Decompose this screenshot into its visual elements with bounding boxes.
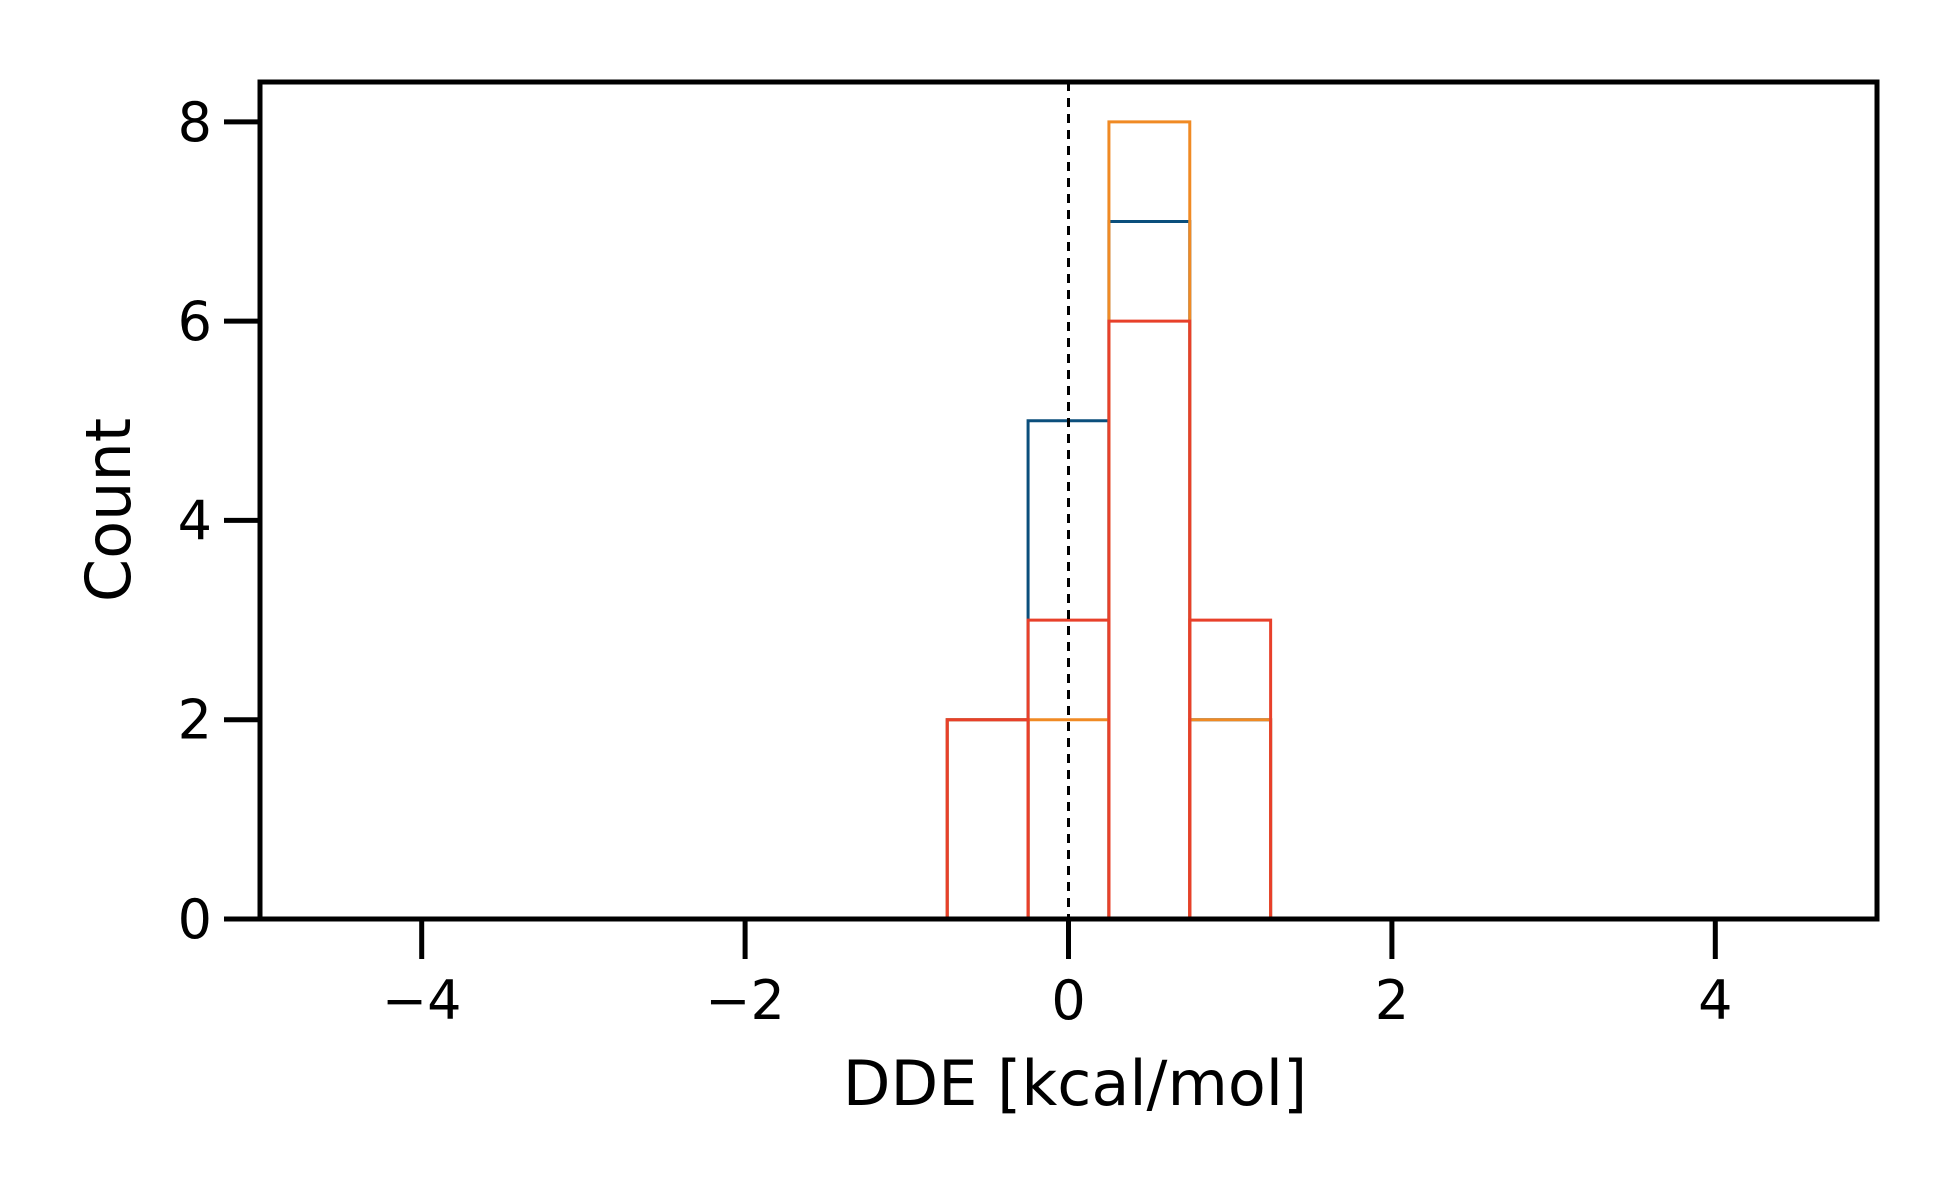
histogram-bin bbox=[945, 718, 1030, 919]
histogram-bin bbox=[1188, 718, 1273, 919]
histogram-bin bbox=[1188, 718, 1273, 919]
series-layer bbox=[945, 120, 1273, 919]
x-tick-label: 0 bbox=[1051, 969, 1085, 1032]
y-axis-label: Count bbox=[72, 418, 145, 602]
histogram-bin bbox=[1188, 618, 1273, 919]
histogram-bin bbox=[945, 718, 1030, 919]
x-tick-label: −2 bbox=[705, 969, 785, 1032]
y-tick-label: 0 bbox=[178, 888, 212, 951]
y-tick-label: 4 bbox=[178, 489, 212, 552]
x-tick-label: −4 bbox=[382, 969, 462, 1032]
x-tick-label: 4 bbox=[1698, 969, 1732, 1032]
histogram-bin bbox=[945, 718, 1030, 919]
y-tick-label: 8 bbox=[178, 91, 212, 154]
histogram-bin bbox=[1107, 120, 1192, 919]
histogram-bin bbox=[1026, 419, 1111, 919]
histogram-bin bbox=[1107, 319, 1192, 919]
x-axis-label: DDE [kcal/mol] bbox=[843, 1047, 1307, 1120]
ticks-layer: −4 −2 0 2 4 0 2 4 6 8 bbox=[178, 91, 1733, 1032]
histogram-series-3 bbox=[945, 319, 1273, 919]
y-tick-label: 2 bbox=[178, 689, 212, 752]
histogram-bin bbox=[1107, 220, 1192, 919]
y-tick-label: 6 bbox=[178, 290, 212, 353]
plot-frame bbox=[257, 79, 1880, 922]
x-tick-label: 2 bbox=[1375, 969, 1409, 1032]
